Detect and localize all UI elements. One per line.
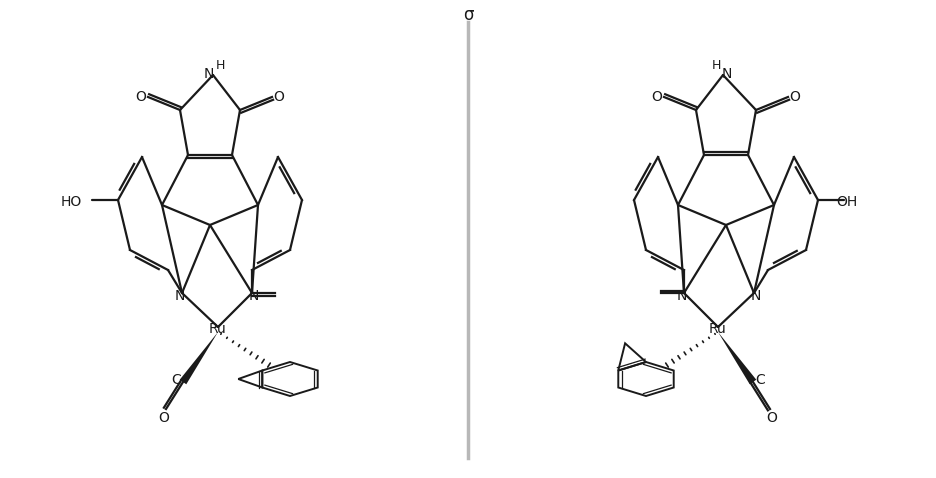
Text: σ: σ [462,6,474,24]
Text: C: C [171,373,181,387]
Polygon shape [718,332,756,384]
Text: O: O [158,411,169,425]
Text: Ru: Ru [709,322,727,336]
Text: C: C [755,373,765,387]
Text: N: N [249,289,259,303]
Text: N: N [204,67,214,81]
Text: N: N [175,289,185,303]
Text: H: H [711,58,721,72]
Text: H: H [215,58,225,72]
Text: N: N [677,289,687,303]
Text: HO: HO [61,195,82,209]
Text: O: O [651,90,663,104]
Text: O: O [790,90,800,104]
Text: O: O [767,411,778,425]
Text: O: O [273,90,285,104]
Text: Ru: Ru [209,322,227,336]
Text: N: N [751,289,761,303]
Text: O: O [136,90,146,104]
Text: N: N [722,67,732,81]
Text: OH: OH [836,195,857,209]
Polygon shape [180,332,218,384]
